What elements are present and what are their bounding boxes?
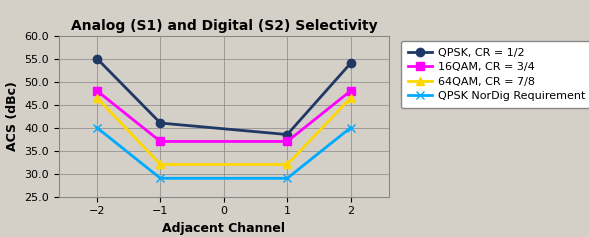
QPSK, CR = 1/2 — [94, 57, 101, 60]
QPSK, CR = 1/2 — [347, 62, 354, 65]
16QAM, CR = 3/4 — [94, 89, 101, 92]
Line: QPSK, CR = 1/2: QPSK, CR = 1/2 — [93, 55, 355, 139]
Legend: QPSK, CR = 1/2, 16QAM, CR = 3/4, 64QAM, CR = 7/8, QPSK NorDig Requirement: QPSK, CR = 1/2, 16QAM, CR = 3/4, 64QAM, … — [401, 41, 589, 108]
16QAM, CR = 3/4 — [347, 89, 354, 92]
16QAM, CR = 3/4 — [284, 140, 291, 143]
Y-axis label: ACS (dBc): ACS (dBc) — [6, 81, 19, 151]
16QAM, CR = 3/4 — [157, 140, 164, 143]
Line: QPSK NorDig Requirement: QPSK NorDig Requirement — [93, 123, 355, 182]
64QAM, CR = 7/8 — [284, 163, 291, 166]
Title: Analog (S1) and Digital (S2) Selectivity: Analog (S1) and Digital (S2) Selectivity — [71, 19, 377, 33]
QPSK NorDig Requirement — [157, 177, 164, 180]
Line: 16QAM, CR = 3/4: 16QAM, CR = 3/4 — [93, 87, 355, 146]
64QAM, CR = 7/8 — [347, 96, 354, 99]
64QAM, CR = 7/8 — [157, 163, 164, 166]
QPSK, CR = 1/2 — [157, 122, 164, 124]
QPSK NorDig Requirement — [347, 126, 354, 129]
QPSK NorDig Requirement — [94, 126, 101, 129]
Line: 64QAM, CR = 7/8: 64QAM, CR = 7/8 — [93, 94, 355, 169]
QPSK, CR = 1/2 — [284, 133, 291, 136]
QPSK NorDig Requirement — [284, 177, 291, 180]
X-axis label: Adjacent Channel: Adjacent Channel — [163, 222, 285, 235]
64QAM, CR = 7/8 — [94, 96, 101, 99]
